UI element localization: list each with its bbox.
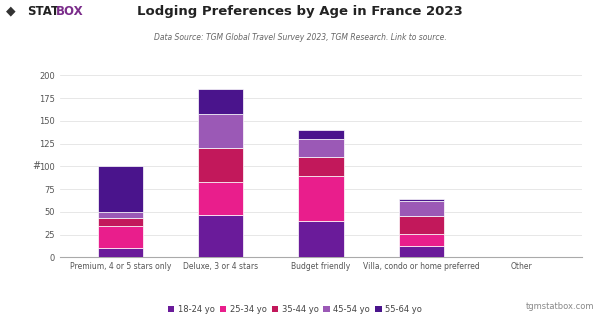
Text: Data Source: TGM Global Travel Survey 2023, TGM Research. Link to source.: Data Source: TGM Global Travel Survey 20… <box>154 33 446 42</box>
Bar <box>98 225 143 248</box>
Bar <box>399 234 444 246</box>
Bar <box>399 216 444 234</box>
Text: Lodging Preferences by Age in France 2023: Lodging Preferences by Age in France 202… <box>137 5 463 18</box>
Bar <box>198 114 243 148</box>
Y-axis label: #: # <box>32 161 41 171</box>
Bar <box>399 246 444 257</box>
Text: STAT: STAT <box>27 5 59 18</box>
Bar <box>298 157 344 176</box>
Bar <box>198 182 243 215</box>
Bar <box>399 201 444 216</box>
Bar <box>198 148 243 182</box>
Bar <box>98 248 143 257</box>
Bar <box>298 130 344 139</box>
Text: BOX: BOX <box>56 5 83 18</box>
Bar <box>298 221 344 257</box>
Bar <box>98 212 143 218</box>
Bar <box>98 166 143 212</box>
Bar <box>98 218 143 225</box>
Legend: 18-24 yo, 25-34 yo, 35-44 yo, 45-54 yo, 55-64 yo: 18-24 yo, 25-34 yo, 35-44 yo, 45-54 yo, … <box>164 302 425 314</box>
Text: ◆: ◆ <box>6 5 16 18</box>
Bar <box>198 89 243 114</box>
Text: tgmstatbox.com: tgmstatbox.com <box>526 302 594 311</box>
Bar <box>198 215 243 257</box>
Bar <box>399 199 444 201</box>
Bar <box>298 176 344 221</box>
Bar <box>298 139 344 157</box>
